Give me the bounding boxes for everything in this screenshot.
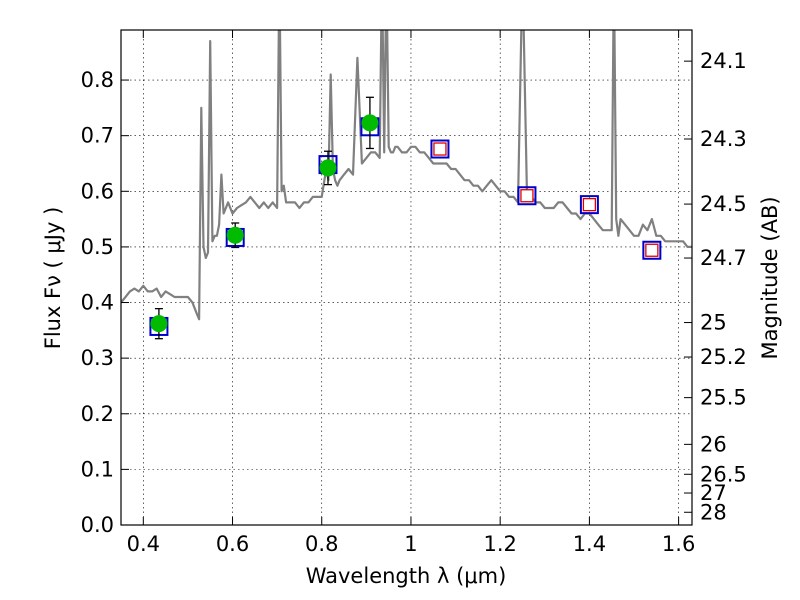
y2-tick-label: 25.5 (700, 386, 747, 410)
y-axis-title: Flux Fν ( μJy ) (41, 207, 65, 350)
x-tick-label: 1 (404, 532, 417, 556)
observed-point (226, 226, 244, 244)
predicted-marker-square (582, 197, 597, 212)
grid-lines (121, 30, 692, 526)
y2-tick-label: 24.7 (700, 246, 747, 270)
y-tick-label: 0.5 (81, 235, 114, 259)
y-tick-label: 0.7 (81, 124, 114, 148)
predicted-marker-square (645, 243, 659, 257)
y2-axis-title: Magnitude (AB) (758, 196, 782, 359)
y2-tick-label: 24.1 (700, 49, 747, 73)
observed-point (150, 315, 168, 333)
x-tick-label: 0.4 (127, 532, 160, 556)
y2-tick-label: 28 (700, 500, 727, 524)
x-tick-label: 0.6 (216, 532, 249, 556)
observed-point (319, 159, 337, 177)
predicted-marker-square (520, 189, 534, 203)
x-tick-label: 0.8 (305, 532, 338, 556)
observed-point (361, 114, 379, 132)
y2-tick-label: 26.5 (700, 462, 747, 486)
x-axis-title: Wavelength λ (μm) (306, 564, 507, 588)
predicted-marker-square (433, 142, 447, 156)
spectrum-line (121, 30, 692, 321)
y2-tick-label: 24.3 (700, 127, 747, 151)
y2-tick-label: 24.5 (700, 192, 747, 216)
y2-tick-label: 27 (700, 481, 727, 505)
y-tick-label: 0.8 (81, 68, 114, 92)
x-tick-label: 1.4 (573, 532, 606, 556)
x-tick-label: 1.6 (662, 532, 695, 556)
x-axis: 0.4 0.6 0.8 1 1.2 1.4 1.6 (127, 30, 695, 556)
y-tick-label: 0.3 (81, 346, 114, 370)
y-axis: 0.0 0.1 0.2 0.3 0.4 0.5 0.6 0.7 0.8 (81, 68, 129, 537)
y2-tick-label: 26 (700, 432, 727, 456)
y-tick-label: 0.2 (81, 402, 114, 426)
fit-marker-square (517, 186, 537, 206)
y-tick-label: 0.4 (81, 291, 114, 315)
y2-tick-label: 25.2 (700, 345, 747, 369)
fit-marker-square (642, 240, 662, 260)
fit-marker-square (430, 139, 450, 159)
fit-marker-square (579, 195, 599, 215)
plot-frame (120, 29, 693, 526)
plot-area (121, 30, 692, 340)
x-tick-label: 1.2 (483, 532, 516, 556)
y-tick-label: 0.6 (81, 179, 114, 203)
y-tick-label: 0.1 (81, 457, 114, 481)
y2-tick-label: 25 (700, 311, 727, 335)
y-tick-label: 0.0 (81, 513, 114, 537)
